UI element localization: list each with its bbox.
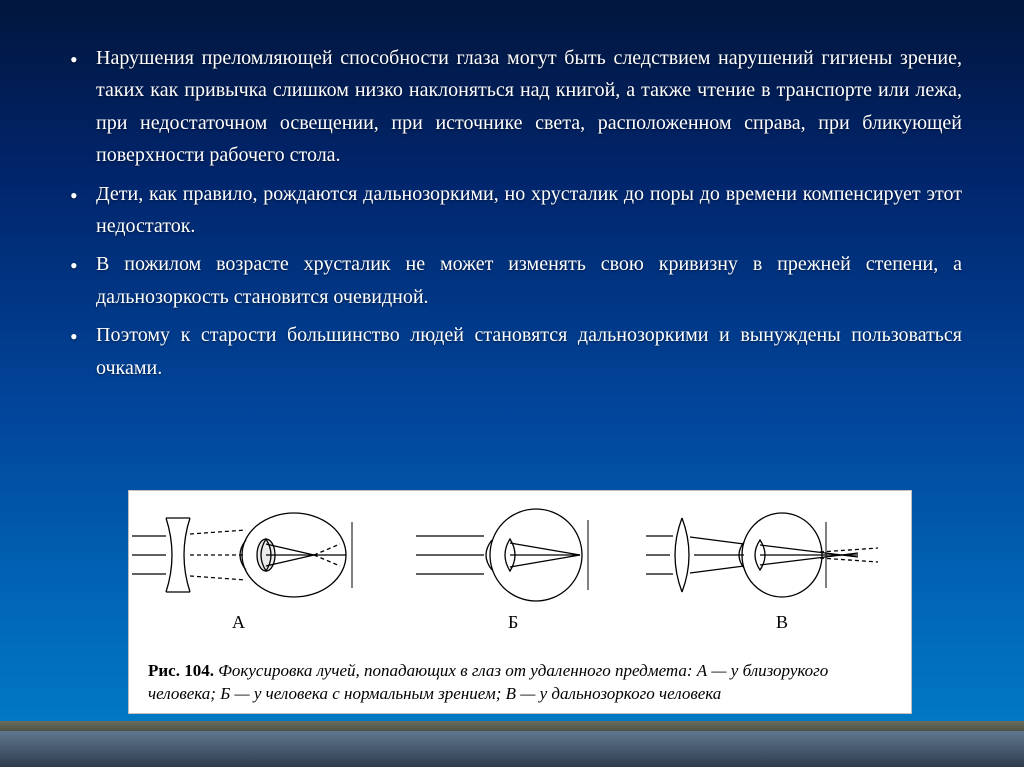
decor-horizon [0,721,1024,731]
bullet-list: Нарушения преломляющей способности глаза… [62,42,962,384]
bullet-item: Дети, как правило, рождаются дальнозорки… [62,178,962,243]
caption-bold: Рис. 104. [148,661,214,680]
bullet-item: Нарушения преломляющей способности глаза… [62,42,962,172]
bullet-item: Поэтому к старости большинство людей ста… [62,319,962,384]
figure-label-b: Б [508,612,518,632]
figure: А Б [128,490,912,714]
slide: Нарушения преломляющей способности глаза… [0,0,1024,767]
caption-italic: Фокусировка лучей, попадающих в глаз от … [218,661,692,680]
figure-caption: Рис. 104. Фокусировка лучей, попадающих … [148,660,892,706]
bullet-item: В пожилом возрасте хрусталик не может из… [62,248,962,313]
decor-ground [0,731,1024,767]
figure-label-a: А [232,612,245,632]
figure-label-c: В [776,612,788,632]
